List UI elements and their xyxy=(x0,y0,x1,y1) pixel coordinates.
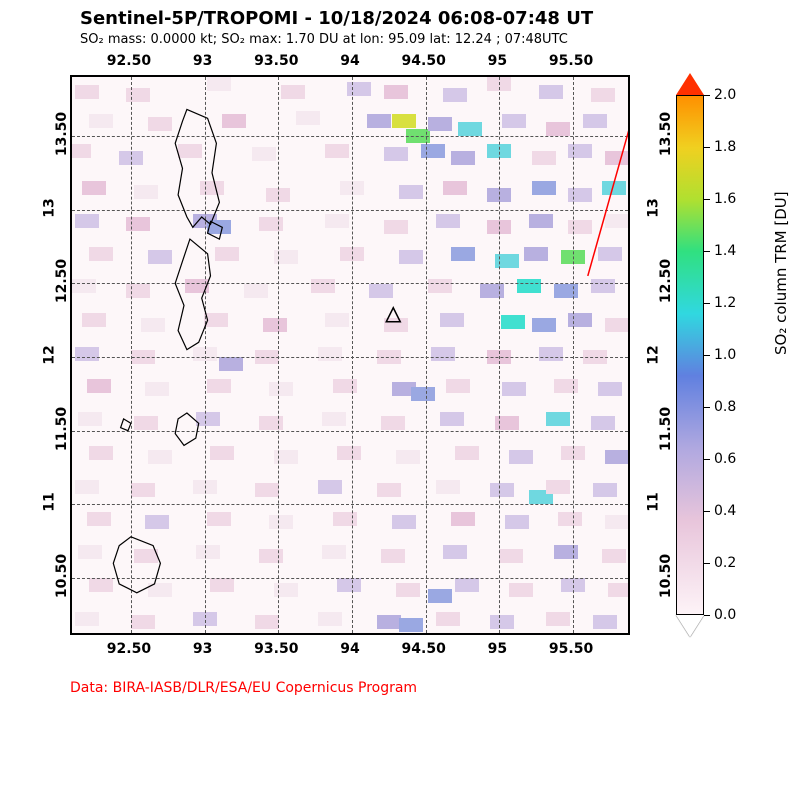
colorbar-tick xyxy=(704,407,710,408)
colorbar-tick xyxy=(704,95,710,96)
colorbar-tick-label: 1.0 xyxy=(714,347,736,363)
colorbar-tick-label: 0.6 xyxy=(714,451,736,467)
x-tick-label: 95 xyxy=(488,641,507,657)
colorbar-tick xyxy=(704,303,710,304)
colorbar-tick-label: 0.2 xyxy=(714,555,736,571)
x-tick-label: 93.50 xyxy=(254,641,298,657)
x-tick-label: 93 xyxy=(193,53,212,69)
x-tick-label: 94 xyxy=(340,53,359,69)
x-tick-label: 93 xyxy=(193,641,212,657)
colorbar-gradient xyxy=(676,95,704,615)
y-tick-label: 13 xyxy=(646,198,662,217)
colorbar-tick xyxy=(704,459,710,460)
colorbar: SO₂ column TRM [DU] 0.00.20.40.60.81.01.… xyxy=(676,95,786,655)
colorbar-tick xyxy=(704,563,710,564)
colorbar-tick-label: 2.0 xyxy=(714,87,736,103)
colorbar-under-icon xyxy=(676,615,704,637)
colorbar-tick xyxy=(704,355,710,356)
colorbar-tick-label: 0.0 xyxy=(714,607,736,623)
colorbar-tick-label: 1.6 xyxy=(714,191,736,207)
x-tick-label: 95.50 xyxy=(549,53,593,69)
figure-subtitle: SO₂ mass: 0.0000 kt; SO₂ max: 1.70 DU at… xyxy=(80,32,568,47)
y-tick-label: 11.50 xyxy=(54,407,70,451)
x-tick-label: 95 xyxy=(488,53,507,69)
x-tick-label: 95.50 xyxy=(549,641,593,657)
colorbar-tick xyxy=(704,615,710,616)
y-tick-label: 12 xyxy=(42,345,58,364)
y-tick-label: 11 xyxy=(42,493,58,512)
y-tick-label: 12.50 xyxy=(54,259,70,303)
colorbar-tick xyxy=(704,147,710,148)
x-tick-label: 94.50 xyxy=(402,641,446,657)
y-tick-label: 13.50 xyxy=(54,112,70,156)
y-tick-label: 12 xyxy=(646,345,662,364)
figure-title: Sentinel-5P/TROPOMI - 10/18/2024 06:08-0… xyxy=(80,8,593,29)
colorbar-label: SO₂ column TRM [DU] xyxy=(772,191,790,355)
x-tick-label: 94.50 xyxy=(402,53,446,69)
colorbar-over-icon xyxy=(676,73,704,95)
colorbar-tick xyxy=(704,511,710,512)
y-tick-label: 12.50 xyxy=(658,259,674,303)
y-tick-label: 10.50 xyxy=(658,554,674,598)
y-tick-label: 10.50 xyxy=(54,554,70,598)
colorbar-tick-label: 0.4 xyxy=(714,503,736,519)
colorbar-tick-label: 1.2 xyxy=(714,295,736,311)
overlay-layer xyxy=(72,77,628,633)
x-tick-label: 94 xyxy=(340,641,359,657)
colorbar-tick-label: 1.8 xyxy=(714,139,736,155)
attribution-text: Data: BIRA-IASB/DLR/ESA/EU Copernicus Pr… xyxy=(70,680,417,696)
x-tick-label: 92.50 xyxy=(107,53,151,69)
y-tick-label: 11.50 xyxy=(658,407,674,451)
y-tick-label: 13 xyxy=(42,198,58,217)
y-tick-label: 13.50 xyxy=(658,112,674,156)
y-tick-label: 11 xyxy=(646,493,662,512)
volcano-marker-icon xyxy=(386,308,400,322)
swath-edge-line xyxy=(588,77,628,276)
figure-container: Sentinel-5P/TROPOMI - 10/18/2024 06:08-0… xyxy=(0,0,805,786)
map-plot-area xyxy=(70,75,630,635)
colorbar-tick-label: 1.4 xyxy=(714,243,736,259)
colorbar-tick-label: 0.8 xyxy=(714,399,736,415)
colorbar-tick xyxy=(704,199,710,200)
colorbar-tick xyxy=(704,251,710,252)
x-tick-label: 93.50 xyxy=(254,53,298,69)
x-tick-label: 92.50 xyxy=(107,641,151,657)
